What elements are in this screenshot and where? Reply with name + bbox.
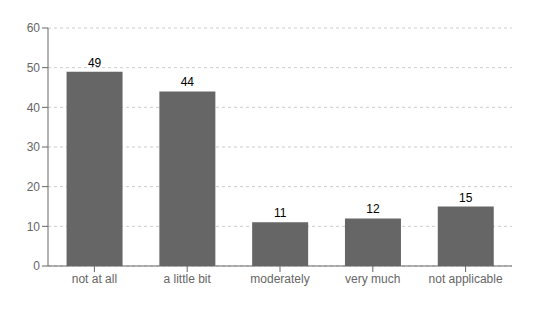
svg-text:30: 30 xyxy=(27,140,41,154)
svg-text:60: 60 xyxy=(27,21,41,35)
svg-text:11: 11 xyxy=(274,206,287,220)
svg-text:12: 12 xyxy=(366,202,380,216)
svg-text:50: 50 xyxy=(27,61,41,75)
svg-text:10: 10 xyxy=(27,220,41,234)
svg-text:not applicable: not applicable xyxy=(429,272,503,286)
svg-text:15: 15 xyxy=(459,191,473,205)
svg-text:not at all: not at all xyxy=(72,272,117,286)
svg-text:49: 49 xyxy=(88,56,102,70)
svg-text:moderately: moderately xyxy=(250,272,309,286)
svg-text:20: 20 xyxy=(27,180,41,194)
svg-text:0: 0 xyxy=(33,259,40,273)
svg-text:44: 44 xyxy=(181,75,195,89)
svg-text:40: 40 xyxy=(27,101,41,115)
svg-text:a little bit: a little bit xyxy=(164,272,212,286)
svg-text:very much: very much xyxy=(345,272,400,286)
